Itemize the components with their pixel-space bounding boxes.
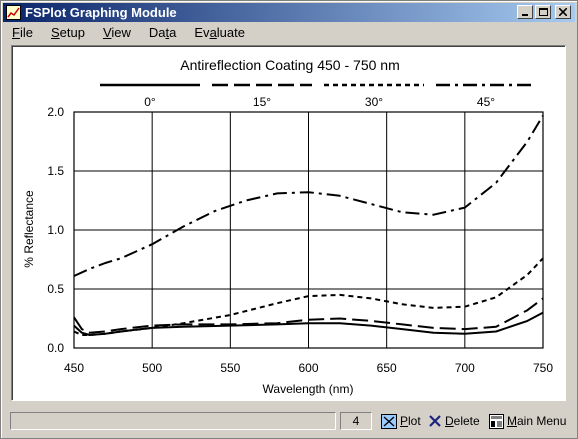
minimize-button[interactable]: [517, 5, 533, 19]
series-line-1: [73, 297, 544, 334]
y-tick-label-0: 0.0: [47, 341, 64, 355]
x-axis-ticks: 450 500 550 600 650 700 750: [64, 361, 553, 375]
x-tick-label-1: 500: [142, 361, 162, 375]
plot-button[interactable]: Plot: [381, 412, 421, 430]
series-line-2: [73, 257, 544, 336]
x-tick-label-2: 550: [220, 361, 240, 375]
y-tick-label-1: 0.5: [47, 282, 64, 296]
minimize-icon: [522, 13, 528, 16]
menu-data[interactable]: Data: [148, 25, 177, 40]
delete-icon: [429, 415, 441, 427]
x-axis-label: Wavelength (nm): [263, 382, 354, 396]
menu-file[interactable]: File: [12, 25, 33, 40]
main-menu-icon: [489, 413, 504, 429]
close-button[interactable]: [555, 5, 571, 19]
plot-icon: [381, 413, 397, 429]
y-tick-label-4: 2.0: [47, 105, 64, 119]
window-controls: [517, 5, 571, 19]
maximize-button[interactable]: [535, 5, 551, 19]
legend-label-1: 15°: [253, 95, 271, 109]
plot-border: [73, 111, 544, 349]
window-title: FSPlot Graphing Module: [25, 5, 177, 20]
chart-grid: [73, 111, 544, 349]
series-line-3: [73, 114, 544, 277]
app-icon: [6, 5, 21, 20]
menu-evaluate[interactable]: Evaluate: [194, 25, 245, 40]
x-tick-label-6: 750: [533, 361, 553, 375]
x-tick-label-5: 700: [455, 361, 475, 375]
y-axis-label: % Reflectance: [22, 190, 36, 268]
chart-series: [73, 114, 544, 336]
chart-title: Antireflection Coating 450 - 750 nm: [180, 57, 399, 73]
status-bar: 4 Plot Delete Main Menu: [1, 409, 578, 437]
maximize-icon: [538, 8, 548, 16]
x-tick-label-0: 450: [64, 361, 84, 375]
x-tick-label-3: 600: [298, 361, 318, 375]
y-tick-label-3: 1.5: [47, 164, 64, 178]
legend-label-0: 0°: [144, 95, 156, 109]
main-menu-button[interactable]: Main Menu: [489, 412, 566, 430]
legend-label-2: 30°: [365, 95, 383, 109]
y-tick-label-2: 1.0: [47, 223, 64, 237]
menu-bar: File Setup View Data Evaluate: [3, 23, 254, 43]
title-bar[interactable]: FSPlot Graphing Module: [3, 3, 575, 22]
reflectance-chart: Antireflection Coating 450 - 750 nm 0° 15…: [22, 57, 553, 396]
status-message-field: [10, 412, 336, 430]
delete-button[interactable]: Delete: [428, 412, 480, 430]
x-tick-label-4: 650: [377, 361, 397, 375]
menu-setup[interactable]: Setup: [50, 25, 85, 40]
status-count: 4: [340, 412, 372, 430]
plot-area: Antireflection Coating 450 - 750 nm 0° 15…: [11, 45, 566, 401]
legend-label-3: 45°: [477, 95, 495, 109]
close-icon: [559, 8, 567, 16]
chart-legend: 0° 15° 30° 45°: [100, 83, 536, 109]
menu-view[interactable]: View: [102, 25, 131, 40]
y-axis-ticks: 0.0 0.5 1.0 1.5 2.0: [47, 105, 64, 355]
